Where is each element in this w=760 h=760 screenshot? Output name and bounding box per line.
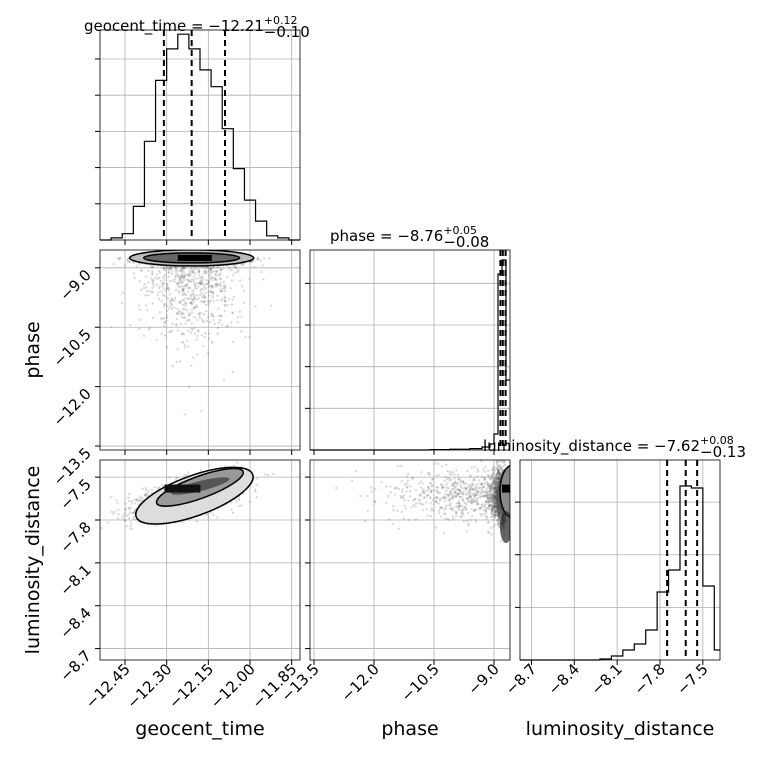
scatter-geocent-luminosity bbox=[95, 459, 301, 665]
scatter-phase-luminosity-frame bbox=[309, 459, 511, 661]
density-core bbox=[177, 254, 212, 261]
hist-luminosity-distance bbox=[515, 459, 721, 665]
hist-phase-frame bbox=[309, 249, 511, 451]
x-tick-label-0-0: −12.45 bbox=[82, 660, 134, 712]
hist-phase-background bbox=[310, 250, 510, 450]
scatter-geocent-luminosity-frame bbox=[99, 459, 301, 661]
y-axis-label-phase: phase bbox=[22, 321, 44, 378]
x-tick-label-2-3: −7.8 bbox=[630, 660, 668, 698]
hist-phase bbox=[305, 249, 511, 455]
y-tick-label-0-3: −9.0 bbox=[56, 266, 94, 304]
x-axis-label-geocent-time: geocent_time bbox=[135, 718, 264, 740]
hist-luminosity-distance-background bbox=[520, 460, 720, 660]
luminosity-distance-title-sub: −0.13 bbox=[700, 443, 746, 461]
x-tick-label-0-2: −12.15 bbox=[165, 660, 217, 712]
dense-tail bbox=[500, 511, 510, 544]
scatter-geocent-phase-frame bbox=[99, 249, 301, 451]
y-axis-label-luminosity-distance: luminosity_distance bbox=[22, 466, 44, 655]
scatter-geocent-phase-background bbox=[100, 250, 300, 450]
hist-luminosity-distance-frame bbox=[519, 459, 721, 661]
scatter-phase-luminosity-background bbox=[310, 460, 510, 660]
density-core bbox=[502, 484, 510, 493]
y-tick-label-0-2: −10.5 bbox=[50, 325, 95, 370]
x-tick-label-1-3: −9.0 bbox=[464, 660, 502, 698]
scatter-phase-luminosity-points bbox=[335, 460, 510, 544]
scatter-geocent-luminosity-points bbox=[100, 461, 275, 531]
x-tick-label-2-0: −8.7 bbox=[502, 660, 540, 698]
y-tick-label-1-2: −8.1 bbox=[56, 561, 94, 599]
x-axis-label-phase: phase bbox=[381, 718, 438, 740]
hist-geocent-time-frame bbox=[99, 29, 301, 241]
y-tick-label-1-1: −8.4 bbox=[56, 604, 94, 642]
y-tick-label-1-0: −8.7 bbox=[56, 647, 94, 685]
x-axis-label-luminosity-distance: luminosity_distance bbox=[526, 718, 715, 740]
x-tick-label-1-2: −10.5 bbox=[398, 660, 443, 705]
geocent-time-title: geocent_time = −12.21+0.12 bbox=[84, 14, 298, 36]
phase-title: phase = −8.76+0.05 bbox=[330, 224, 477, 245]
x-tick-label-2-4: −7.5 bbox=[673, 660, 711, 698]
x-tick-label-0-3: −12.00 bbox=[207, 660, 259, 712]
y-tick-label-1-3: −7.8 bbox=[56, 518, 94, 556]
x-tick-label-0-1: −12.30 bbox=[124, 660, 176, 712]
y-tick-label-0-1: −12.0 bbox=[50, 385, 95, 430]
phase-title-sub: −0.08 bbox=[443, 233, 489, 251]
x-tick-label-2-2: −8.1 bbox=[587, 660, 625, 698]
density-core bbox=[164, 484, 201, 493]
scatter-phase-luminosity bbox=[305, 459, 511, 665]
x-tick-label-1-1: −12.0 bbox=[338, 660, 383, 705]
hist-geocent-time bbox=[95, 29, 301, 245]
luminosity-distance-title: luminosity_distance = −7.62+0.08 bbox=[483, 434, 734, 456]
geocent-time-title-sub: −0.10 bbox=[264, 23, 310, 41]
scatter-geocent-phase bbox=[95, 249, 301, 455]
scatter-geocent-phase-points bbox=[110, 250, 273, 416]
hist-geocent-time-step bbox=[100, 33, 300, 241]
x-tick-label-2-1: −8.4 bbox=[545, 660, 583, 698]
